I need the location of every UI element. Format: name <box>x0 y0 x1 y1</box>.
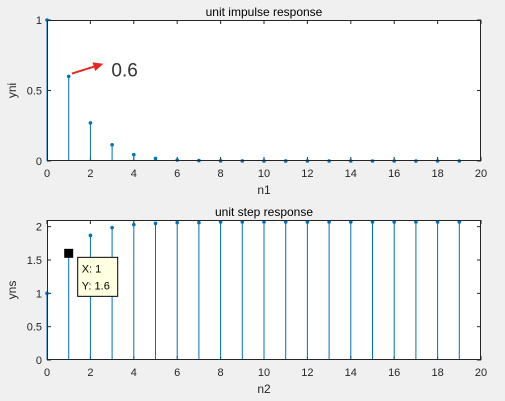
impulse-x-axis-label: n1 <box>257 183 271 197</box>
step-stem-point <box>197 220 201 225</box>
step-x-tick-label: 0 <box>44 367 50 379</box>
step-y-tick-label: 1.5 <box>27 255 42 267</box>
step-stem-point <box>305 220 310 224</box>
annotation-arrow-shaft <box>71 65 95 75</box>
step-y-tick-label: 2 <box>36 222 42 234</box>
impulse-chart-title: unit impulse response <box>206 5 323 19</box>
step-y-axis-label: yns <box>5 281 19 300</box>
impulse-x-tick-label: 10 <box>258 168 270 180</box>
step-x-axis-label: n2 <box>257 382 271 396</box>
step-x-tick-label: 16 <box>388 367 400 379</box>
step-stem-point <box>327 220 331 224</box>
impulse-annotations: 0.6 <box>71 61 138 82</box>
impulse-y-tick-label: 1 <box>36 15 42 27</box>
step-stem-point <box>349 220 353 224</box>
step-stem-point <box>153 221 158 226</box>
step-x-tick-label: 12 <box>301 367 313 379</box>
step-y-tick-label: 1 <box>36 288 42 300</box>
step-y-tick-label: 0 <box>36 355 42 367</box>
step-x-tick-label: 8 <box>218 367 224 379</box>
step-stem-point <box>175 220 179 225</box>
datatip-y-label: Y: 1.6 <box>82 280 110 292</box>
annotation-arrow-head <box>92 62 104 71</box>
step-stem-point <box>392 220 397 224</box>
step-chart-title: unit step response <box>215 205 313 219</box>
impulse-annotation-text: 0.6 <box>111 61 137 82</box>
impulse-x-tick-label: 18 <box>431 168 443 180</box>
step-y-tick-label: 0.5 <box>27 322 42 334</box>
impulse-stem-point <box>66 74 71 79</box>
step-stem-point <box>240 220 245 224</box>
step-x-tick-label: 2 <box>87 367 93 379</box>
datatip-x-label: X: 1 <box>82 263 102 275</box>
impulse-x-tick-label: 4 <box>131 168 137 180</box>
impulse-x-tick-label: 14 <box>345 168 357 180</box>
step-x-tick-label: 18 <box>431 367 443 379</box>
impulse-response-axes: unit impulse response n1 yni 0 2 4 6 8 10 12 14… <box>5 5 487 197</box>
step-x-tick-label: 20 <box>475 367 487 379</box>
impulse-x-tick-label: 8 <box>218 168 224 180</box>
step-stem-point <box>370 220 375 224</box>
impulse-x-tick-label: 12 <box>301 168 313 180</box>
impulse-x-tick-label: 16 <box>388 168 400 180</box>
step-stem-point <box>435 220 440 224</box>
step-stem-point <box>283 220 288 224</box>
step-x-tick-label: 14 <box>345 367 357 379</box>
step-x-tick-label: 10 <box>258 367 270 379</box>
step-stem-point <box>414 220 418 224</box>
step-x-tick-label: 4 <box>131 367 137 379</box>
step-datatip[interactable]: X: 1 Y: 1.6 <box>64 248 119 297</box>
step-stem-point <box>457 220 462 224</box>
impulse-x-tick-label: 2 <box>87 168 93 180</box>
datatip-box <box>77 256 119 297</box>
impulse-plot-area <box>47 20 481 161</box>
impulse-y-axis-label: yni <box>5 83 19 98</box>
step-stem-point <box>132 222 136 227</box>
impulse-x-tick-label: 20 <box>475 168 487 180</box>
step-axes-frame <box>47 220 481 360</box>
impulse-stem-point <box>153 156 158 161</box>
datatip-marker[interactable] <box>64 248 74 258</box>
impulse-x-tick-label: 6 <box>174 168 180 180</box>
step-stem-point <box>110 225 114 230</box>
step-x-tick-label: 6 <box>174 367 180 379</box>
impulse-stem-point <box>132 152 136 157</box>
step-stem-point <box>88 233 93 238</box>
impulse-stem-point <box>88 121 93 125</box>
step-stem-point <box>218 220 223 224</box>
impulse-axes-frame <box>47 20 481 161</box>
impulse-x-tick-label: 0 <box>44 168 50 180</box>
step-response-axes: unit step response n2 yns 0 2 4 6 8 10 12 14 16 1… <box>5 205 487 396</box>
impulse-y-tick-label: 0.5 <box>27 86 42 98</box>
impulse-stem-point <box>110 142 114 147</box>
impulse-y-tick-label: 0 <box>36 156 42 168</box>
step-stem-point <box>262 220 266 224</box>
